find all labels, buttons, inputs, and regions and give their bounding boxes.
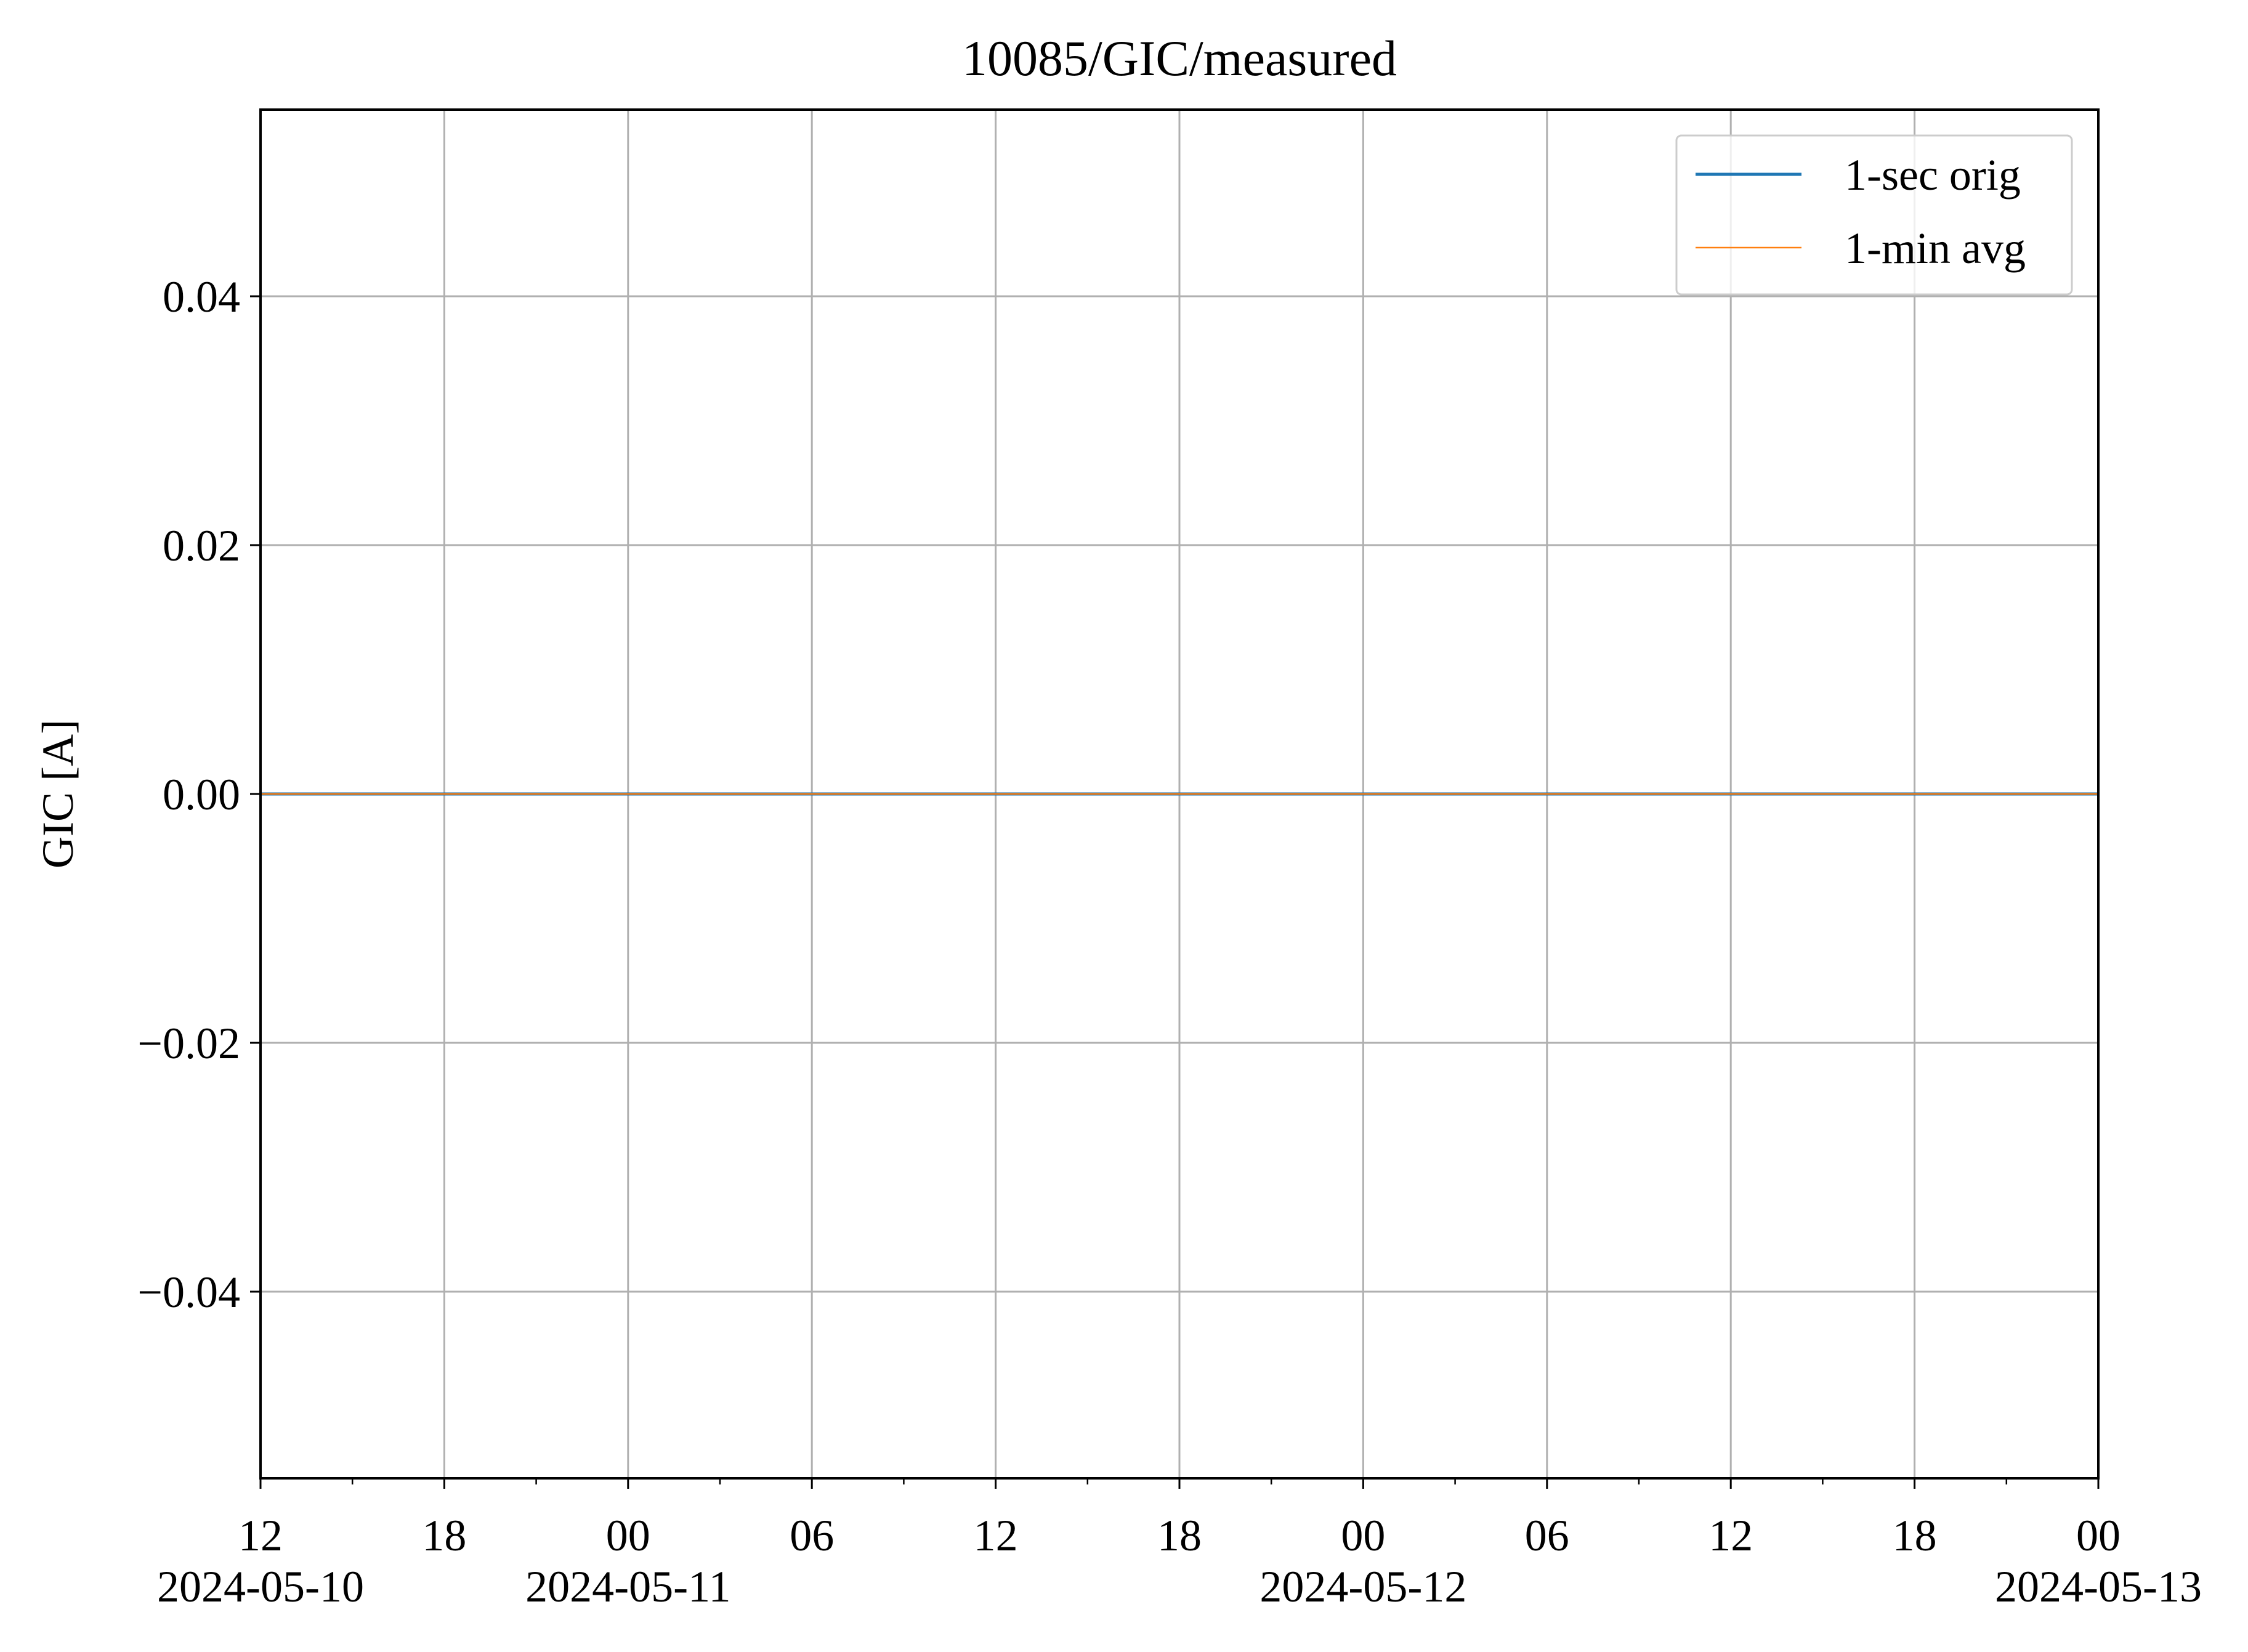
y-tick-label: 0.00 <box>163 770 240 819</box>
x-tick-label: 12 <box>238 1511 283 1560</box>
x-tick-label: 06 <box>790 1511 834 1560</box>
chart-title: 10085/GIC/measured <box>962 30 1397 86</box>
x-tick-label: 18 <box>1157 1511 1202 1560</box>
x-date-label: 2024-05-13 <box>1995 1562 2202 1611</box>
x-tick-label: 12 <box>974 1511 1018 1560</box>
x-tick-label: 12 <box>1708 1511 1753 1560</box>
x-tick-label: 18 <box>422 1511 466 1560</box>
legend: 1-sec orig 1-min avg <box>1675 134 2073 296</box>
y-tick-label: 0.02 <box>163 521 240 570</box>
x-tick-label: 00 <box>1341 1511 1385 1560</box>
y-tick-label: 0.04 <box>163 272 240 322</box>
x-tick-label: 00 <box>2076 1511 2121 1560</box>
y-axis-label: GIC [A] <box>33 719 83 869</box>
legend-label-1-min-avg: 1-min avg <box>1845 224 2026 273</box>
x-date-label: 2024-05-12 <box>1259 1562 1466 1611</box>
y-tick-label: −0.04 <box>137 1268 240 1317</box>
x-date-label: 2024-05-11 <box>525 1562 730 1611</box>
y-axis: −0.04 −0.02 0.00 0.02 0.04 <box>137 272 261 1317</box>
x-date-label: 2024-05-10 <box>157 1562 364 1611</box>
x-tick-label: 18 <box>1893 1511 1937 1560</box>
y-tick-label: −0.02 <box>137 1019 240 1068</box>
x-tick-label: 00 <box>606 1511 650 1560</box>
legend-label-1-sec-orig: 1-sec orig <box>1845 150 2021 200</box>
x-tick-label: 06 <box>1525 1511 1569 1560</box>
